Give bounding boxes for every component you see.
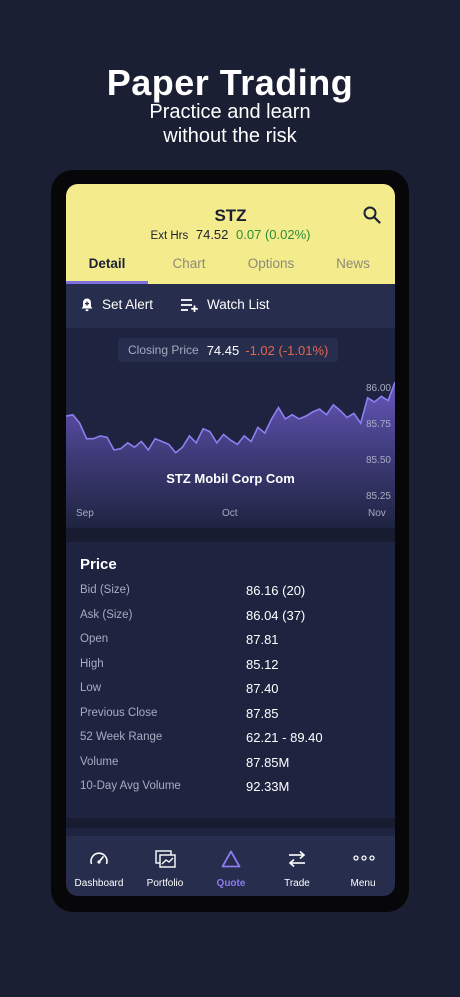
tab-chart[interactable]: Chart <box>172 256 206 271</box>
price-row: 52 Week Range 62.21 - 89.40 <box>80 730 380 751</box>
price-row-value: 85.12 <box>246 656 279 672</box>
nav-label: Trade <box>284 878 310 889</box>
price-row: Low 87.40 <box>80 681 380 702</box>
x-tick-label: Sep <box>76 508 94 519</box>
gauge-icon <box>90 852 108 865</box>
promo-subtitle-line-2: without the risk <box>163 125 297 147</box>
closing-price-change: -1.02 (-1.01%) <box>245 342 329 358</box>
nav-label: Portfolio <box>146 878 184 889</box>
price-panel: Price Bid (Size) 86.16 (20) Ask (Size) 8… <box>66 542 395 818</box>
ext-hours-change: 0.07 (0.02%) <box>236 227 311 242</box>
price-row: Previous Close 87.85 <box>80 705 380 727</box>
price-row-value: 62.21 - 89.40 <box>246 730 323 745</box>
closing-price-value: 74.45 <box>206 342 240 358</box>
ext-hours-label: Ext Hrs <box>150 230 189 242</box>
price-row-label: Previous Close <box>80 706 158 719</box>
nav-trade[interactable]: Trade <box>264 836 330 896</box>
section-divider <box>66 818 395 828</box>
price-row-value: 92.33M <box>246 779 290 794</box>
price-row-label: Low <box>80 682 102 694</box>
app-screen: STZ Ext Hrs 74.52 0.07 (0.02%) Detail Ch… <box>66 184 395 896</box>
watch-list-label: Watch List <box>207 297 270 312</box>
ext-hours-price: 74.52 <box>195 227 229 242</box>
chart-area-fill <box>66 382 395 528</box>
promo-title: Paper Trading <box>106 62 354 103</box>
nav-menu[interactable]: Menu <box>330 836 395 896</box>
price-chart[interactable]: Closing Price 74.45 -1.02 (-1.01%) 86.00… <box>66 328 395 528</box>
promo-subtitle: Practice and learn without the risk <box>0 100 460 148</box>
x-tick-label: Oct <box>222 508 238 519</box>
price-row-value: 86.16 (20) <box>246 583 306 598</box>
more-dots-icon <box>353 855 375 861</box>
quote-tabs: Detail Chart Options News <box>66 250 395 284</box>
price-row-value: 86.04 (37) <box>246 607 306 623</box>
promo-subtitle-line-1: Practice and learn <box>149 101 311 123</box>
price-row-label: High <box>80 657 104 670</box>
price-chart-svg <box>66 381 395 528</box>
price-row-value: 87.85M <box>246 754 290 770</box>
set-alert-button[interactable]: Set Alert <box>80 297 153 312</box>
price-row-label: Open <box>80 633 109 645</box>
set-alert-label: Set Alert <box>102 297 154 312</box>
triangle-icon <box>221 850 241 868</box>
tab-options[interactable]: Options <box>247 256 295 271</box>
closing-price-label: Closing Price <box>128 343 199 357</box>
tab-detail[interactable]: Detail <box>88 256 126 271</box>
y-tick-label: 86.00 <box>365 383 391 394</box>
extended-hours-row: Ext Hrs 74.52 0.07 (0.02%) <box>66 227 395 242</box>
price-row-label: 52 Week Range <box>80 731 163 743</box>
price-row-label: Bid (Size) <box>80 584 130 596</box>
price-row: 10-Day Avg Volume 92.33M <box>80 779 380 800</box>
action-bar: Set Alert Watch List <box>66 284 395 328</box>
chart-series-line <box>66 381 395 454</box>
portfolio-icon <box>155 850 176 868</box>
price-row: High 85.12 <box>80 656 380 678</box>
section-divider <box>66 528 395 542</box>
bell-plus-icon <box>81 298 93 312</box>
chart-title: STZ Mobil Corp Com <box>166 471 295 486</box>
price-section-title: Price <box>80 556 117 573</box>
nav-label: Dashboard <box>74 878 124 889</box>
bottom-nav: Dashboard Portfolio Quote Trade <box>66 836 395 896</box>
y-tick-label: 85.50 <box>365 455 391 466</box>
price-row-value: 87.40 <box>246 681 279 696</box>
active-tab-indicator <box>66 281 148 284</box>
price-row-value: 87.81 <box>246 632 279 647</box>
closing-price-pill: Closing Price 74.45 -1.02 (-1.01%) <box>118 338 339 362</box>
price-row-label: 10-Day Avg Volume <box>80 780 181 792</box>
price-row-label: Volume <box>80 755 119 768</box>
nav-dashboard[interactable]: Dashboard <box>66 836 132 896</box>
price-row: Volume 87.85M <box>80 754 380 776</box>
price-row: Bid (Size) 86.16 (20) <box>80 583 380 604</box>
nav-label: Quote <box>216 878 246 889</box>
nav-portfolio[interactable]: Portfolio <box>132 836 198 896</box>
price-row-value: 87.85 <box>246 705 279 721</box>
x-tick-label: Nov <box>368 508 386 519</box>
price-row: Ask (Size) 86.04 (37) <box>80 607 380 629</box>
tab-news[interactable]: News <box>336 256 370 271</box>
watch-list-button[interactable]: Watch List <box>181 297 270 312</box>
nav-label: Menu <box>350 878 376 889</box>
playlist-add-icon <box>181 298 198 312</box>
nav-quote[interactable]: Quote <box>198 836 264 896</box>
quote-header: STZ Ext Hrs 74.52 0.07 (0.02%) Detail Ch… <box>66 184 395 284</box>
price-row-label: Ask (Size) <box>80 608 133 621</box>
swap-arrows-icon <box>288 850 306 868</box>
y-tick-label: 85.25 <box>365 491 391 502</box>
price-row: Open 87.81 <box>80 632 380 653</box>
y-tick-label: 85.75 <box>365 419 391 430</box>
quote-symbol: STZ <box>214 206 247 225</box>
search-icon[interactable] <box>363 206 381 224</box>
